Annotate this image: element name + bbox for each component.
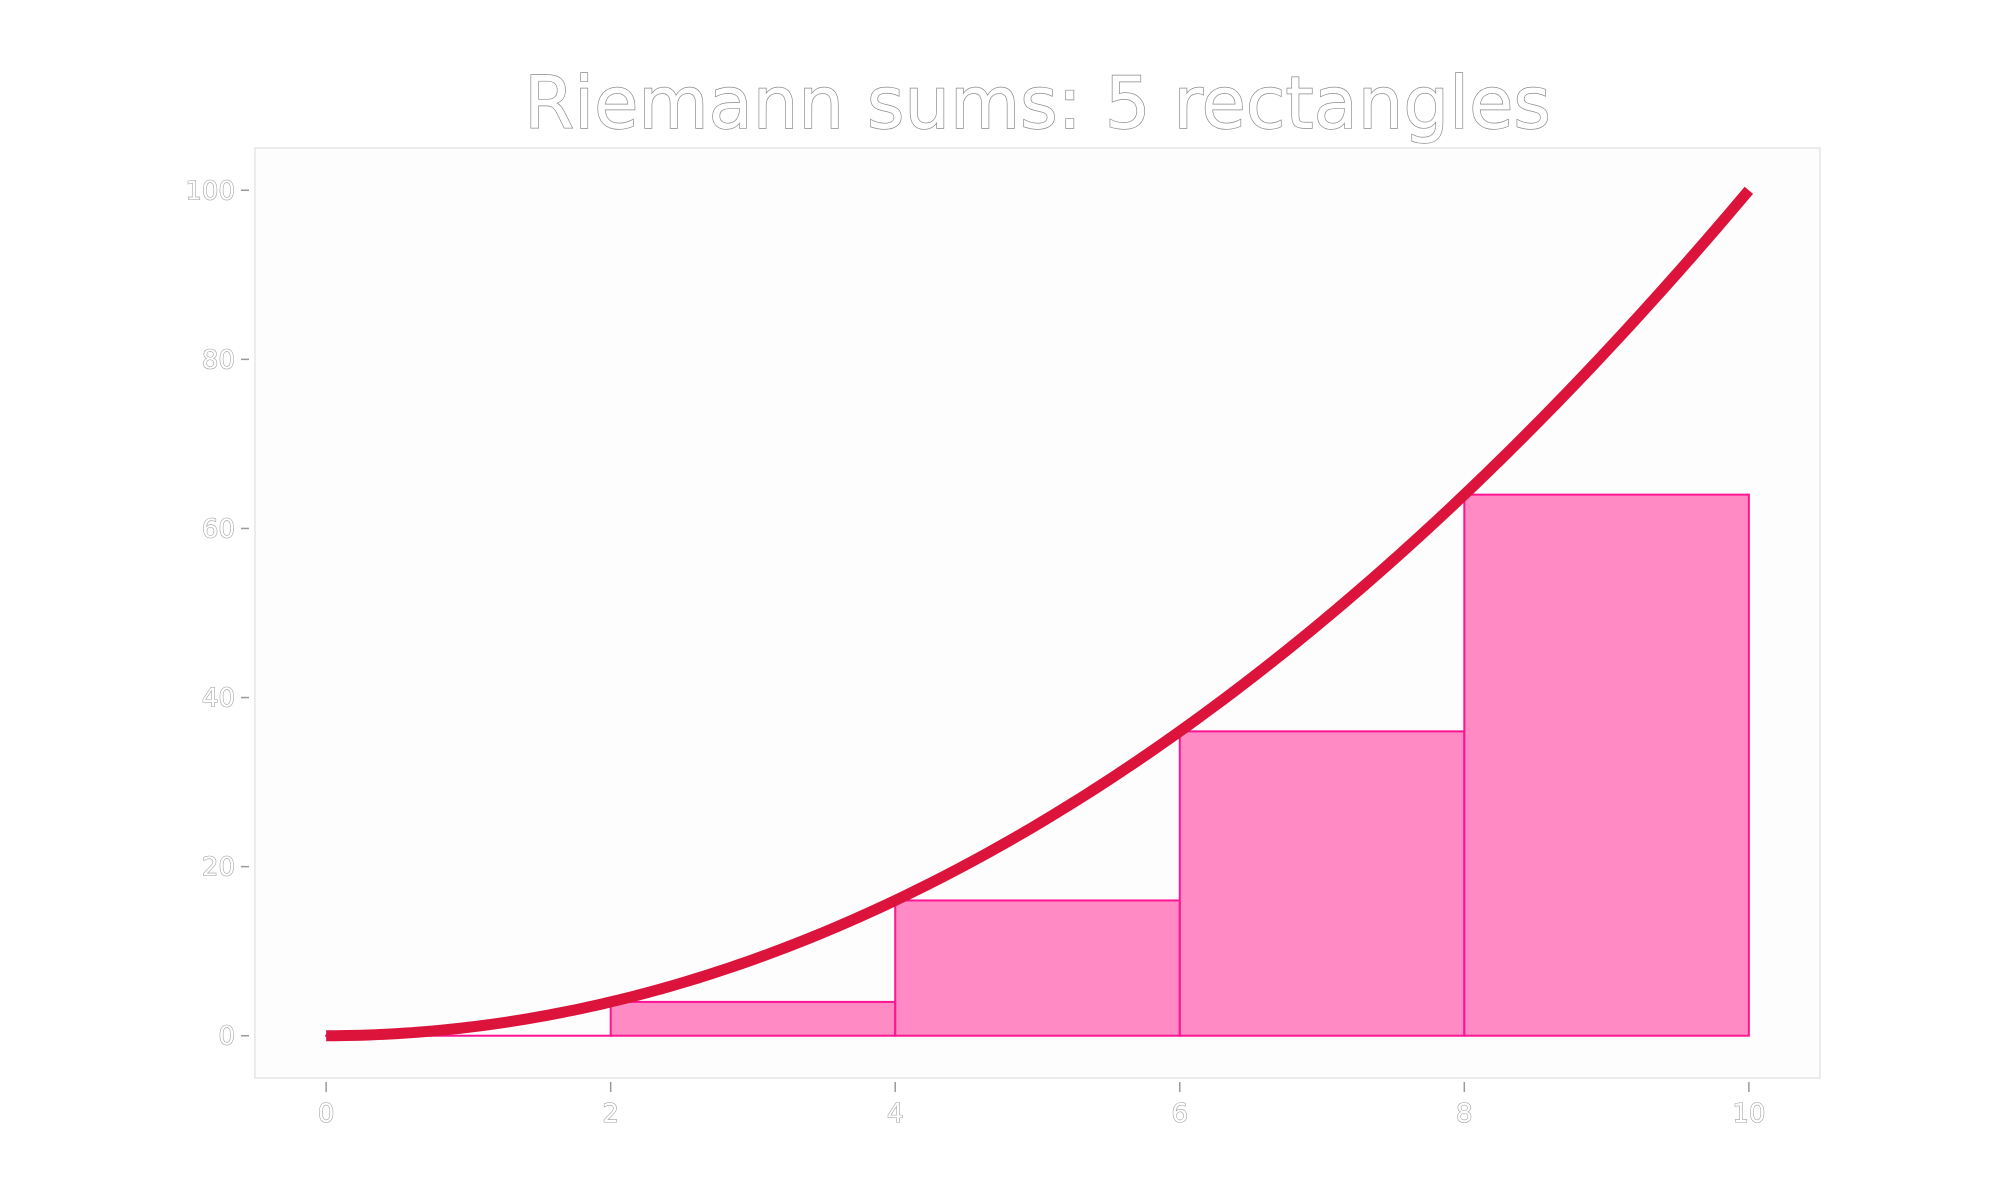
- y-tick-label: 0: [218, 1022, 235, 1052]
- riemann-rect: [1463, 493, 1750, 1037]
- x-tick-label: 10: [1732, 1099, 1765, 1129]
- y-axis: 0 20 40 60 80 100: [185, 176, 249, 1052]
- x-tick-label: 8: [1456, 1099, 1473, 1129]
- riemann-rect: [894, 899, 1181, 1037]
- rectangles-layer: [325, 493, 1750, 1037]
- x-tick-label: 4: [887, 1099, 904, 1129]
- riemann-rect: [1178, 730, 1466, 1037]
- x-tick-label: 0: [318, 1099, 335, 1129]
- y-tick-label: 60: [202, 514, 235, 544]
- y-tick-label: 40: [202, 684, 235, 714]
- curve-line: [326, 186, 1754, 1042]
- y-tick-label: 80: [202, 345, 235, 375]
- x-tick-label: 6: [1171, 1099, 1188, 1129]
- y-tick-label: 100: [185, 176, 235, 206]
- riemann-rect: [609, 1000, 897, 1037]
- x-tick-label: 2: [602, 1099, 619, 1129]
- y-tick-label: 20: [202, 853, 235, 883]
- chart-title: Riemann sums: 5 rectangles: [524, 61, 1551, 145]
- x-axis: 0 2 4 6 8 10: [317, 1082, 1766, 1130]
